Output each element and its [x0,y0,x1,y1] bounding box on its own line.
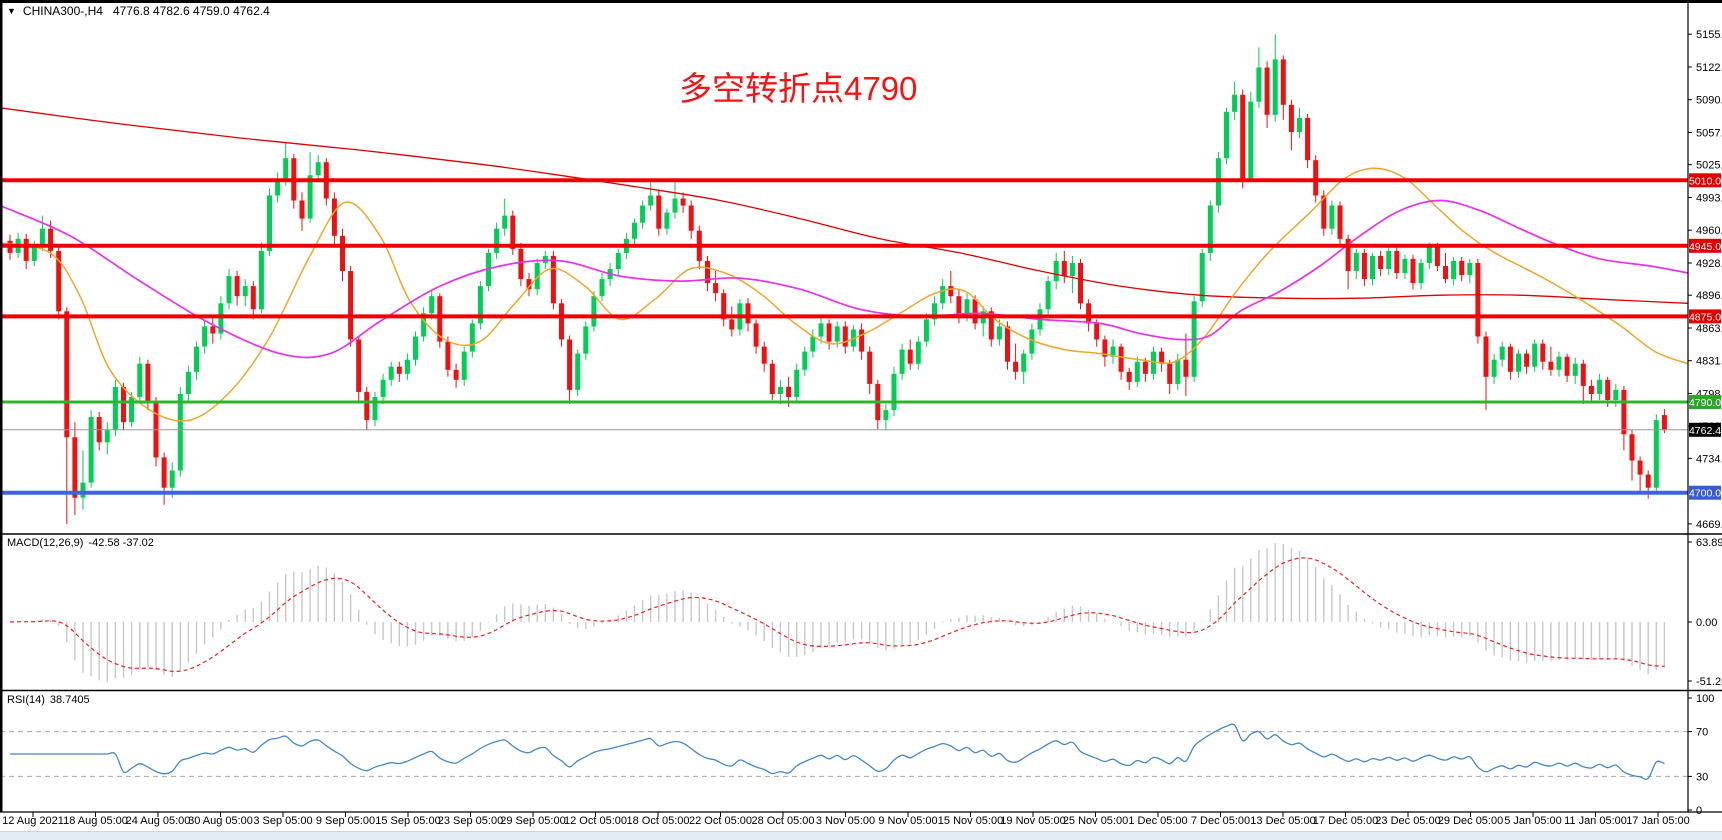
price-badge-4790.0: 4790.0 [1689,395,1721,409]
macd-signal-line [9,557,1665,673]
horizontal-scrollbar[interactable] [0,831,1722,840]
price-badge-4700.0: 4700.0 [1689,485,1721,500]
macd-indicator-name: MACD(12,26,9) [7,537,84,549]
price-axis-label: 4896.0 [1696,290,1722,302]
chart-frame [0,0,1722,813]
date-label: 1 Dec 05:00 [1128,815,1187,827]
date-label: 29 Sep 05:00 [500,815,565,827]
price-axis-label: 4831.0 [1696,356,1722,368]
rsi-line [10,723,1665,780]
rsi-indicator-value: 38.7405 [49,694,90,706]
macd-axis-label: -51.26 [1696,676,1722,688]
price-axis-label: 4734.0 [1696,453,1722,465]
macd-indicator-values: -42.58 -37.02 [88,537,154,549]
date-label: 28 Oct 05:00 [752,815,815,827]
date-label: 30 Aug 05:00 [188,815,253,827]
svg-text:4945.0: 4945.0 [1689,241,1721,253]
date-label: 11 Jan 05:00 [1564,815,1627,827]
symbol-dropdown-icon[interactable]: ▼ [7,6,16,16]
rsi-axis-label: 0 [1696,805,1702,817]
date-label: 3 Nov 05:00 [816,815,875,827]
date-label: 17 Jan 05:00 [1626,815,1690,827]
rsi-axis-label: 100 [1696,693,1714,705]
price-badge-4875.0: 4875.0 [1689,309,1721,324]
date-label: 23 Dec 05:00 [1375,815,1440,827]
date-label: 3 Sep 05:00 [253,815,312,827]
date-label: 25 Nov 05:00 [1063,815,1128,827]
date-label: 15 Nov 05:00 [938,815,1003,827]
date-label: 12 Oct 05:00 [564,815,627,827]
price-axis-label: 4993.0 [1696,193,1722,205]
symbol-header: ▼ CHINA300-,H4 4776.8 4782.6 4759.0 4762.4 [7,4,270,18]
svg-text:4790.0: 4790.0 [1689,397,1721,409]
price-axis-label: 4669.0 [1696,519,1722,531]
macd-pane-label: MACD(12,26,9) -42.58 -37.02 [7,537,154,549]
macd-histogram [17,543,1666,682]
date-label: 22 Oct 05:00 [689,815,752,827]
header-ohlc-values: 4776.8 4782.6 4759.0 4762.4 [112,4,270,18]
svg-text:4700.0: 4700.0 [1689,488,1721,500]
price-axis-label: 5155.0 [1696,29,1722,41]
date-label: 12 Aug 2021 [2,815,64,827]
price-axis-label: 5122.5 [1696,62,1722,74]
price-axis-label: 4960.5 [1696,225,1722,237]
price-axis: 5155.0 5122.5 5090.0 5057.5 5025.5 4993.0 4960… [1688,29,1722,531]
svg-text:5010.0: 5010.0 [1689,175,1721,187]
date-label: 29 Dec 05:00 [1438,815,1503,827]
date-label: 9 Sep 05:00 [316,815,375,827]
date-label: 15 Sep 05:00 [375,815,440,827]
rsi-axis-label: 30 [1696,771,1708,783]
date-label: 19 Nov 05:00 [1000,815,1065,827]
date-label: 7 Dec 05:00 [1191,815,1250,827]
price-axis-label: 4863.5 [1696,323,1722,335]
date-label: 17 Dec 05:00 [1313,815,1378,827]
rsi-pane-label: RSI(14) 38.7405 [7,694,90,706]
svg-text:4762.4: 4762.4 [1689,425,1721,437]
date-label: 24 Aug 05:00 [126,815,191,827]
ma-line-orange [0,167,1689,422]
rsi-indicator-name: RSI(14) [7,694,45,706]
macd-axis-label: 0.00 [1696,617,1717,629]
date-label: 18 Oct 05:00 [627,815,690,827]
symbol-title: CHINA300-,H4 [22,4,103,18]
price-axis-label: 5057.5 [1696,128,1722,140]
ma-line-red [0,107,1689,304]
date-label: 23 Sep 05:00 [438,815,503,827]
macd-axis-label: 63.89 [1696,537,1722,549]
svg-text:4875.0: 4875.0 [1689,311,1721,323]
price-badge-4762.4: 4762.4 [1689,422,1721,437]
date-label: 13 Dec 05:00 [1250,815,1315,827]
date-label: 9 Nov 05:00 [878,815,937,827]
rsi-axis-label: 70 [1696,727,1708,739]
price-badge-5010.0: 5010.0 [1689,173,1721,188]
price-badge-4945.0: 4945.0 [1689,238,1721,253]
price-axis-label: 4928.0 [1696,258,1722,270]
price-axis-label: 5090.0 [1696,95,1722,107]
annotation-text: 多空转折点4790 [679,70,918,107]
date-label: 5 Jan 05:00 [1504,815,1562,827]
ma-line-magenta [0,199,1689,359]
price-axis-label: 5025.5 [1696,160,1722,172]
date-label: 18 Aug 05:00 [63,815,128,827]
